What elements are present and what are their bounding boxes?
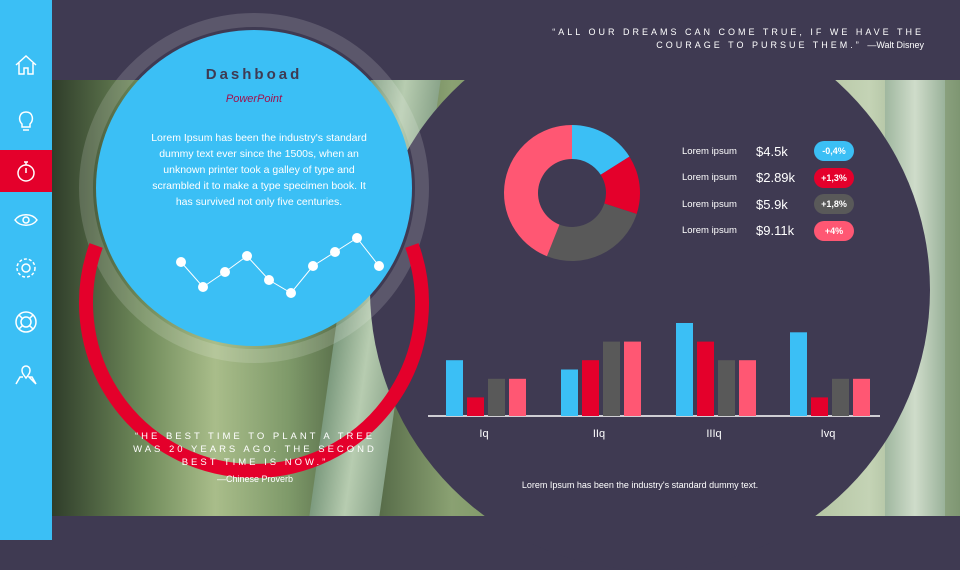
quote-author: —Chinese Proverb [216, 474, 294, 484]
stopwatch-icon [17, 161, 35, 182]
bar [446, 360, 463, 416]
sidebar-item-settings[interactable] [0, 248, 52, 288]
category-label: Ivq [820, 428, 836, 440]
quote-text: “HE BEST TIME TO PLANT A TREE WAS 20 YEA… [133, 431, 377, 468]
sparkline-point [264, 275, 274, 285]
sparkline-point [352, 233, 362, 243]
kpi-label: Lorem ipsum [682, 225, 737, 236]
kpi-row: Lorem ipsum $5.9k +1,8% [682, 193, 854, 215]
donut-slice [504, 125, 572, 257]
proverb-quote: “HE BEST TIME TO PLANT A TREE WAS 20 YEA… [120, 430, 390, 486]
donut-chart [504, 125, 640, 261]
sparkline-point [176, 257, 186, 267]
bar [832, 378, 849, 416]
home-icon [15, 54, 37, 75]
sparkline-point [198, 282, 208, 292]
kpi-label: Lorem ipsum [682, 145, 737, 157]
kpi-value: $2.89k [756, 170, 796, 185]
donut-slice [572, 125, 630, 175]
eye-icon [14, 214, 38, 226]
quote-author: —Walt Disney [867, 40, 924, 50]
bar [790, 332, 807, 416]
kpi-change-badge: +4% [814, 220, 854, 241]
bar [697, 341, 714, 416]
sparkline-point [286, 288, 296, 298]
sparkline-point [220, 267, 230, 277]
sparkline-point [308, 261, 318, 271]
gear-icon [16, 258, 36, 278]
sidebar-item-timer[interactable] [0, 150, 52, 192]
map-pin-icon [15, 365, 37, 385]
header-quote: “ALL OUR DREAMS CAN COME TRUE, IF WE HAV… [504, 26, 924, 52]
bar-chart [428, 323, 880, 417]
quote-text: “ALL OUR DREAMS CAN COME TRUE, IF WE HAV… [552, 27, 924, 50]
donut-slice [546, 203, 637, 261]
lifebuoy-icon [15, 311, 37, 333]
kpi-row: Lorem ipsum $9.11k +4% [682, 220, 854, 242]
bar [811, 397, 828, 416]
category-label: IIq [592, 428, 606, 440]
kpi-row: Lorem ipsum $2.89k +1,3% [682, 167, 854, 189]
sparkline-line [180, 237, 380, 294]
sparkline-point [374, 261, 384, 271]
dark-circle-panel [370, 10, 930, 570]
red-ring-arc [79, 243, 429, 478]
bar [676, 323, 693, 416]
sidebar-item-support[interactable] [0, 302, 52, 342]
kpi-value: $5.9k [756, 196, 788, 212]
bar [561, 369, 578, 416]
kpi-label: Lorem ipsum [682, 198, 737, 210]
bar [509, 378, 526, 416]
bottom-band [52, 516, 960, 540]
sidebar-item-ideas[interactable] [0, 100, 52, 140]
bar [467, 397, 484, 416]
sparkline-point [242, 251, 252, 261]
kpi-change-badge: -0,4% [814, 141, 854, 161]
lightbulb-icon [18, 111, 34, 131]
category-label: Iq [479, 428, 489, 440]
sidebar-item-location[interactable] [0, 355, 52, 395]
bar [624, 341, 641, 416]
bar [739, 360, 756, 416]
sidebar-item-view[interactable] [0, 200, 52, 240]
kpi-label: Lorem ipsum [682, 172, 737, 183]
card-subtitle: PowerPoint [225, 93, 283, 105]
bar [718, 360, 735, 416]
sparkline-chart [176, 233, 384, 298]
chart-caption: Lorem Ipsum has been the industry's stan… [521, 480, 759, 490]
card-title: Dashboad [205, 66, 303, 83]
kpi-row: Lorem ipsum $4.5k -0,4% [682, 140, 854, 162]
donut-slice [600, 156, 640, 215]
bar [488, 378, 505, 416]
kpi-value: $4.5k [756, 143, 788, 159]
kpi-change-badge: +1,3% [814, 167, 854, 188]
bar [582, 360, 599, 416]
bar [853, 378, 870, 416]
kpi-value: $9.11k [756, 223, 795, 238]
card-body: Lorem Ipsum has been the industry's stan… [151, 132, 367, 208]
decor-ring [79, 13, 429, 478]
bar [603, 341, 620, 416]
kpi-change-badge: +1,8% [814, 194, 854, 214]
sidebar [0, 0, 52, 540]
category-label: IIIq [706, 428, 722, 440]
sidebar-item-home[interactable] [0, 45, 52, 85]
sparkline-point [330, 247, 340, 257]
dashboard-card-circle [96, 30, 412, 346]
